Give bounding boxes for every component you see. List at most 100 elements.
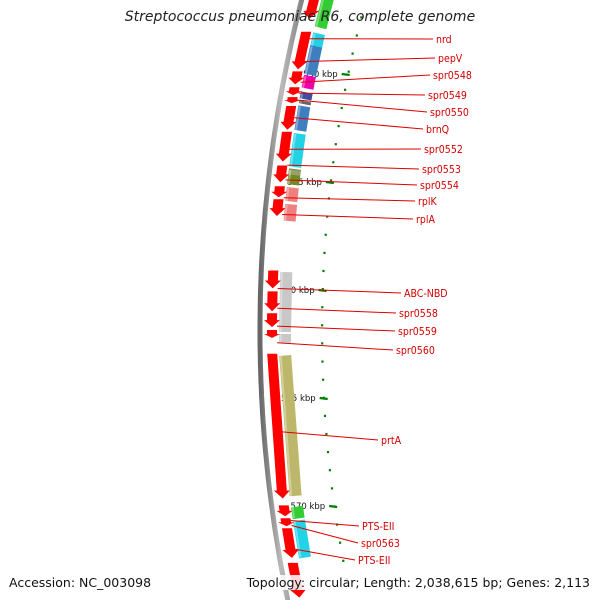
- label-leader-line: [287, 164, 420, 170]
- gene-label: rplK: [418, 196, 438, 208]
- scale-minor-tick: [326, 215, 329, 218]
- gene-label: PTS-EII: [362, 521, 394, 533]
- gene-label: rplA: [416, 214, 436, 226]
- scale-minor-tick: [321, 306, 324, 309]
- scale-minor-tick: [322, 378, 325, 381]
- scale-tick-label: 570 kbp: [291, 502, 326, 512]
- scale-major-tick: [329, 504, 338, 509]
- scale-minor-tick: [328, 469, 331, 472]
- gene-feature-box: [288, 169, 301, 176]
- strand-arrow: [275, 131, 292, 162]
- topology-text: Topology: circular; Length: 2,038,615 bp…: [244, 575, 592, 590]
- scale-minor-tick: [360, 16, 363, 19]
- strand-arrow: [269, 199, 286, 216]
- strand-arrow: [264, 330, 280, 338]
- gene-label: spr0558: [399, 308, 438, 320]
- gene-feature-box: [285, 187, 299, 203]
- strand-arrow: [278, 518, 295, 527]
- gene-label: brnQ: [426, 124, 449, 136]
- scale-minor-tick: [339, 541, 342, 544]
- gene-feature-box: [289, 132, 306, 168]
- strand-arrow: [284, 97, 301, 104]
- label-leader-line: [277, 288, 402, 294]
- label-leader-line: [280, 431, 379, 441]
- gene-feature-box: [298, 100, 312, 106]
- label-leader-line: [291, 525, 359, 544]
- gene-feature-box: [283, 203, 298, 222]
- gene-label: spr0550: [430, 107, 469, 119]
- gene-label: spr0552: [424, 144, 463, 156]
- strand-arrow: [288, 71, 305, 85]
- scale-major-tick: [325, 180, 335, 185]
- scale-minor-tick: [337, 125, 340, 128]
- label-leader-line: [294, 117, 424, 130]
- gene-feature-box: [291, 505, 305, 520]
- gene-feature-box: [314, 0, 334, 30]
- scale-minor-tick: [355, 34, 358, 37]
- strand-arrow: [267, 353, 290, 499]
- gene-label: nrd: [436, 34, 452, 46]
- gene-feature-box: [304, 45, 323, 77]
- genome-backbone: [257, 0, 305, 600]
- gene-label: spr0548: [433, 70, 472, 82]
- label-leader-line: [298, 92, 426, 96]
- scale-major-tick: [319, 396, 328, 401]
- gene-label: ABC-NBD: [404, 288, 448, 300]
- scale-minor-tick: [322, 269, 325, 273]
- scale-minor-tick: [323, 251, 326, 254]
- gene-label: prtA: [381, 435, 402, 447]
- strand-arrow: [264, 291, 281, 312]
- scale-minor-tick: [330, 487, 334, 490]
- gene-label: spr0560: [396, 345, 435, 357]
- label-leader-line: [290, 520, 360, 527]
- label-leader-line: [304, 57, 436, 62]
- strand-arrow: [303, 0, 320, 19]
- label-leader-line: [282, 214, 414, 220]
- gene-label: spr0549: [428, 90, 467, 102]
- gene-label: PTS-EII: [358, 555, 390, 567]
- scale-tick-label: 550 kbp: [303, 70, 338, 80]
- label-leader-line: [300, 74, 431, 83]
- strand-arrow: [273, 165, 290, 183]
- scale-minor-tick: [329, 179, 333, 182]
- strand-arrow: [291, 31, 312, 70]
- gene-feature-box: [279, 271, 293, 333]
- scale-tick-label: 555 kbp: [287, 178, 322, 188]
- label-leader-line: [277, 342, 394, 351]
- gene-feature-box: [279, 355, 302, 497]
- scale-minor-tick: [321, 324, 324, 327]
- scale-minor-tick: [351, 52, 354, 55]
- scale-minor-tick: [332, 161, 335, 164]
- scale-minor-tick: [344, 88, 347, 91]
- strand-arrow: [264, 313, 280, 327]
- strand-arrow: [285, 87, 302, 96]
- label-leader-line: [277, 307, 397, 314]
- label-leader-line: [285, 179, 418, 186]
- label-leader-line: [295, 548, 356, 561]
- gene-label: spr0563: [361, 538, 400, 550]
- scale-minor-tick: [323, 414, 327, 417]
- gene-feature-box: [279, 333, 292, 343]
- scale-minor-tick: [321, 360, 324, 363]
- map-title: Streptococcus pneumoniae R6, complete ge…: [124, 9, 476, 25]
- scale-minor-tick: [347, 70, 350, 73]
- strand-arrow: [282, 528, 299, 558]
- strand-arrow: [264, 270, 281, 289]
- scale-tick-label: 565 kbp: [281, 394, 316, 404]
- gene-label: pepV: [438, 53, 463, 65]
- gene-label: spr0554: [420, 180, 459, 192]
- strand-arrow: [271, 186, 288, 198]
- scale-tick-label: 560 kbp: [280, 286, 315, 296]
- scale-minor-tick: [334, 143, 337, 146]
- strand-arrow: [276, 505, 293, 517]
- scale-minor-tick: [321, 288, 324, 291]
- scale-minor-tick: [324, 233, 327, 236]
- scale-minor-tick: [342, 559, 345, 562]
- label-leader-line: [276, 325, 396, 332]
- scale-minor-tick: [340, 106, 343, 110]
- scale-minor-tick: [321, 342, 324, 345]
- gene-label: spr0559: [398, 326, 437, 338]
- label-leader-line: [283, 197, 416, 202]
